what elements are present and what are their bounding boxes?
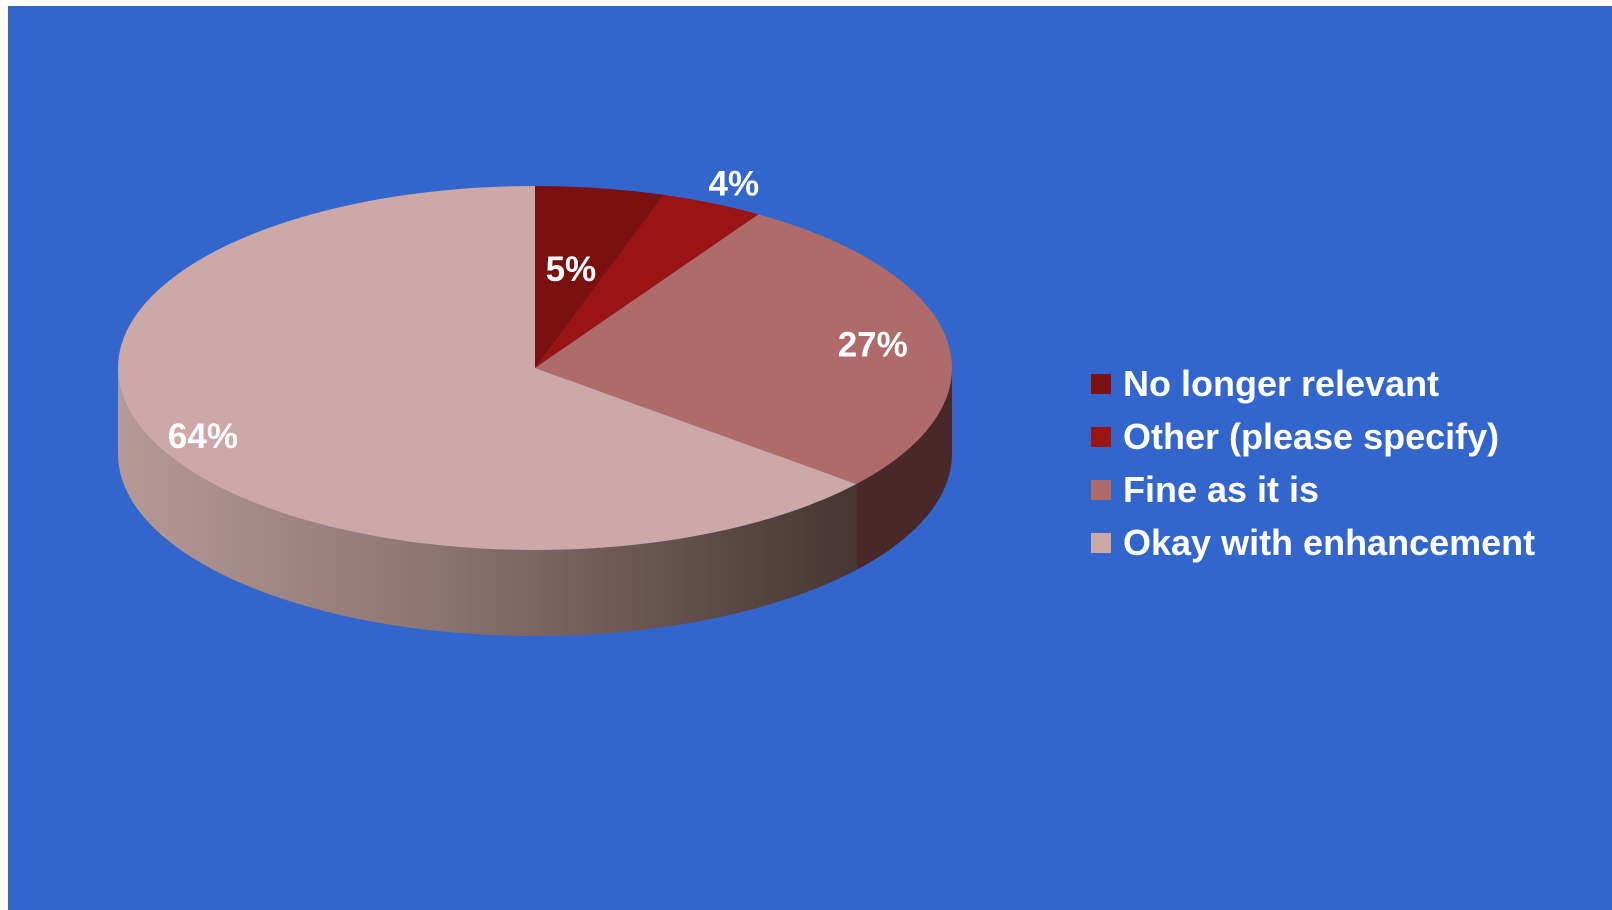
data-label-okay-with-enhancement: 64% [168, 417, 238, 456]
data-label-other-please-specify: 4% [709, 165, 760, 204]
legend-label: Okay with enhancement [1123, 525, 1535, 561]
legend-item-other: Other (please specify) [1091, 410, 1611, 463]
legend-swatch [1091, 374, 1111, 394]
slide: 5% 4% 27% 64% No longer relevant Other (ple… [8, 6, 1612, 910]
legend-swatch [1091, 480, 1111, 500]
legend-label: Fine as it is [1123, 472, 1319, 508]
legend-swatch [1091, 533, 1111, 553]
data-label-fine-as-it-is: 27% [838, 326, 908, 365]
legend-label: No longer relevant [1123, 366, 1439, 402]
data-label-no-longer-relevant: 5% [546, 250, 597, 289]
legend-swatch [1091, 427, 1111, 447]
legend-item-okay-with-enhancement: Okay with enhancement [1091, 516, 1611, 569]
legend-item-no-longer-relevant: No longer relevant [1091, 357, 1611, 410]
legend-item-fine-as-it-is: Fine as it is [1091, 463, 1611, 516]
legend-label: Other (please specify) [1123, 419, 1499, 455]
legend: No longer relevant Other (please specify… [1091, 357, 1611, 569]
